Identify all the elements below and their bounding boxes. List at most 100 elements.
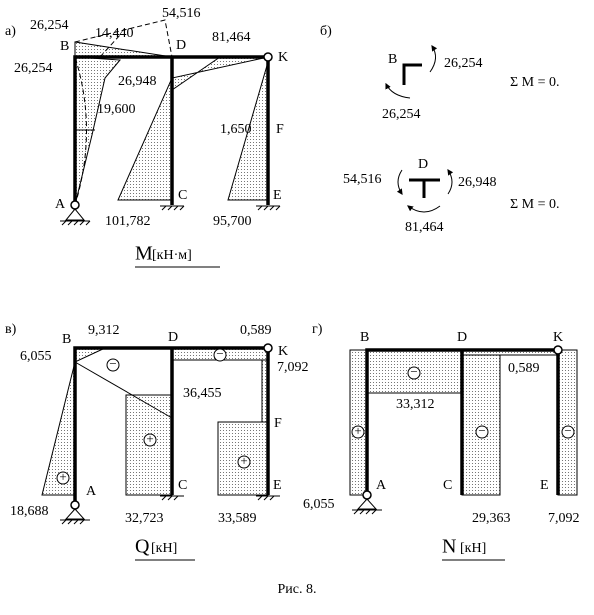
sign-circle xyxy=(475,425,489,439)
node-sketch xyxy=(402,63,422,85)
sign: − xyxy=(564,423,571,438)
support xyxy=(356,498,378,510)
moment-arrow xyxy=(429,45,438,73)
value-label: 6,055 xyxy=(303,497,335,512)
value-label: 9,312 xyxy=(88,323,120,338)
value-label: 33,589 xyxy=(218,511,257,526)
panel-label: а) xyxy=(5,24,16,39)
value-label: 7,092 xyxy=(548,511,580,526)
value-label: 26,948 xyxy=(458,175,497,190)
shear-line xyxy=(74,361,173,419)
value-label: 81,464 xyxy=(212,30,251,45)
pin xyxy=(70,500,80,510)
panel-v: в) A B C D K E F 9,312 6,055 0,589 7,092… xyxy=(5,322,309,561)
value-label: 7,092 xyxy=(277,360,309,375)
support xyxy=(64,208,86,221)
sign-circle xyxy=(56,471,70,485)
sign-circle xyxy=(106,358,120,372)
value-label: 19,600 xyxy=(97,102,136,117)
diagram-unit: [кН] xyxy=(460,541,486,556)
value-label: 101,782 xyxy=(105,214,151,229)
sign-circle xyxy=(351,425,365,439)
node-label: C xyxy=(443,478,452,493)
node-label: F xyxy=(274,416,282,431)
sign: − xyxy=(109,356,116,371)
node-sketch xyxy=(409,178,440,198)
pin xyxy=(70,200,80,210)
moment-arrow xyxy=(407,205,441,213)
diagram-title: Q xyxy=(135,536,150,558)
diagram-title: M xyxy=(135,243,153,265)
sign: + xyxy=(59,469,66,484)
panel-label: г) xyxy=(312,322,323,337)
node-label: A xyxy=(376,478,387,493)
dashed-line xyxy=(74,19,173,58)
panel-g: г) A B C D K E 0,589 33,312 6,055 29,363… xyxy=(303,322,580,561)
value-label: 54,516 xyxy=(343,172,382,187)
value-label: 33,312 xyxy=(396,397,435,412)
node-label: D xyxy=(168,330,178,345)
support xyxy=(64,508,86,520)
diagram-unit: [кН·м] xyxy=(152,248,192,263)
sign: + xyxy=(240,453,247,468)
value-label: 26,254 xyxy=(30,18,69,33)
value-label: 0,589 xyxy=(508,361,540,376)
node-label: E xyxy=(540,478,549,493)
panel-a: а) A B C D K E F 26,254 14,440 54,516 81… xyxy=(5,6,288,268)
sign: + xyxy=(146,431,153,446)
value-label: 29,363 xyxy=(472,511,511,526)
hinge xyxy=(553,345,563,355)
node-label: A xyxy=(55,197,66,212)
node-label: C xyxy=(178,478,187,493)
sign: − xyxy=(216,346,223,361)
value-label: 6,055 xyxy=(20,349,52,364)
node-label: K xyxy=(278,50,288,65)
equilibrium: Σ M = 0. xyxy=(510,197,560,212)
diagram-title: N xyxy=(442,536,456,558)
moment-arrow xyxy=(385,82,411,99)
panel-label: б) xyxy=(320,24,332,39)
pin xyxy=(362,490,372,500)
value-label: 26,254 xyxy=(382,107,421,122)
value-label: 1,650 xyxy=(220,122,252,137)
value-label: 14,440 xyxy=(95,26,134,41)
node-label: B xyxy=(60,39,69,54)
sign-circle xyxy=(213,348,227,362)
hinge xyxy=(263,343,273,353)
sign: − xyxy=(410,364,417,379)
value-label: 95,700 xyxy=(213,214,252,229)
node-label: E xyxy=(273,478,282,493)
moment-area xyxy=(74,41,173,58)
value-label: 0,589 xyxy=(240,323,272,338)
hinge xyxy=(263,52,273,62)
node-label: C xyxy=(178,188,187,203)
node-label: D xyxy=(457,330,467,345)
equilibrium: Σ M = 0. xyxy=(510,75,560,90)
value-label: 26,948 xyxy=(118,74,157,89)
node-label: F xyxy=(276,122,284,137)
node-label: A xyxy=(86,484,97,499)
panel-b: б) B 26,254 26,254 Σ M = 0. D 54,516 26,… xyxy=(320,24,560,235)
hatch xyxy=(60,205,281,226)
node-label: K xyxy=(553,330,563,345)
value-label: 81,464 xyxy=(405,220,444,235)
node-label: D xyxy=(418,157,428,172)
value-label: 32,723 xyxy=(125,511,164,526)
sign-circle xyxy=(561,425,575,439)
sign: + xyxy=(354,423,361,438)
value-label: 26,254 xyxy=(14,61,53,76)
hatch xyxy=(60,495,280,525)
value-label: 18,688 xyxy=(10,504,49,519)
value-label: 54,516 xyxy=(162,6,201,21)
moment-area xyxy=(74,56,122,206)
sign: − xyxy=(478,423,485,438)
dashed-line xyxy=(74,56,87,206)
normal-area xyxy=(461,354,501,496)
moment-arrow xyxy=(447,169,454,195)
node-label: B xyxy=(62,332,71,347)
shear-area xyxy=(74,347,106,363)
value-label: 36,455 xyxy=(183,386,222,401)
frame xyxy=(73,55,270,205)
sign-circle xyxy=(237,455,251,469)
